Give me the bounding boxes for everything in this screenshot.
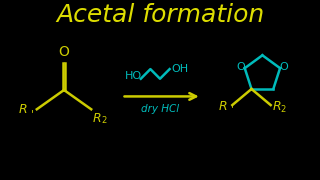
Text: Acetal formation: Acetal formation bbox=[56, 3, 264, 27]
Text: R: R bbox=[19, 103, 27, 116]
Text: O: O bbox=[59, 45, 69, 59]
Text: OH: OH bbox=[171, 64, 188, 74]
Text: ': ' bbox=[31, 109, 34, 119]
Text: R: R bbox=[93, 112, 101, 125]
Text: R: R bbox=[272, 100, 281, 113]
Text: dry HCl: dry HCl bbox=[141, 104, 179, 114]
Text: 2: 2 bbox=[101, 116, 107, 125]
Text: 2: 2 bbox=[280, 105, 285, 114]
Text: O: O bbox=[236, 62, 245, 72]
Text: HO: HO bbox=[125, 71, 142, 80]
Text: ': ' bbox=[231, 104, 235, 114]
Text: R: R bbox=[219, 100, 228, 113]
Text: O: O bbox=[279, 62, 288, 72]
